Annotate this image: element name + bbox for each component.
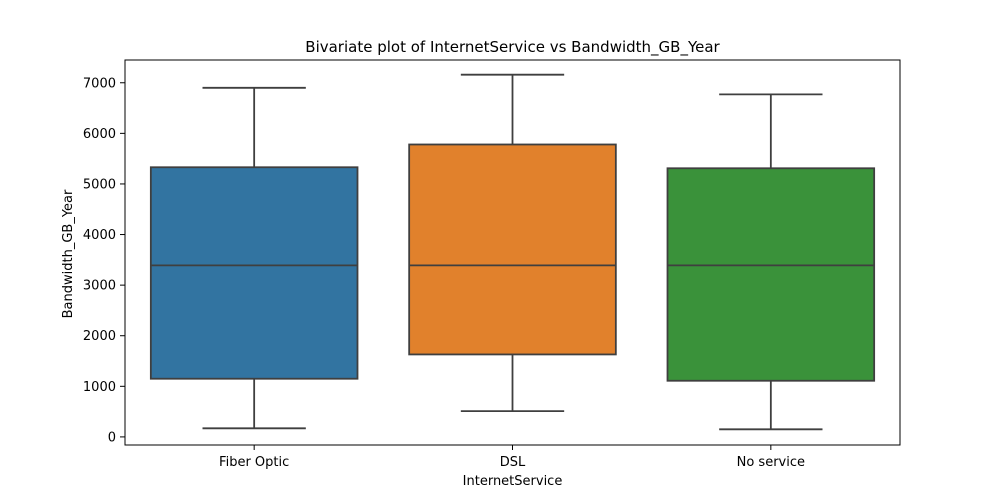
- y-tick-label: 7000: [83, 76, 116, 91]
- box-body: [149, 166, 359, 380]
- y-tick-label: 1000: [83, 380, 116, 395]
- box-dsl: [408, 73, 617, 413]
- y-axis-label: Bandwidth_GB_Year: [61, 189, 76, 318]
- x-tick-label: DSL: [500, 455, 526, 470]
- box-body: [666, 167, 876, 382]
- x-tick-label: Fiber Optic: [219, 455, 289, 470]
- y-tick-label: 0: [108, 430, 116, 445]
- y-tick-label: 5000: [83, 177, 116, 192]
- box-body: [408, 143, 617, 356]
- plot-area: [149, 73, 876, 431]
- chart-title: Bivariate plot of InternetService vs Ban…: [305, 38, 720, 57]
- y-tick-label: 4000: [83, 228, 116, 243]
- y-tick-label: 3000: [83, 279, 116, 294]
- x-axis-label: InternetService: [463, 474, 563, 489]
- y-tick-label: 2000: [83, 329, 116, 344]
- box-fiber-optic: [149, 86, 359, 430]
- x-tick-label: No service: [737, 455, 805, 470]
- y-tick-label: 6000: [83, 127, 116, 142]
- axes: 0 1000 2000 3000 4000 5000 6000 7000 Fiber Optic…: [83, 59, 901, 470]
- box-no-service: [666, 93, 876, 431]
